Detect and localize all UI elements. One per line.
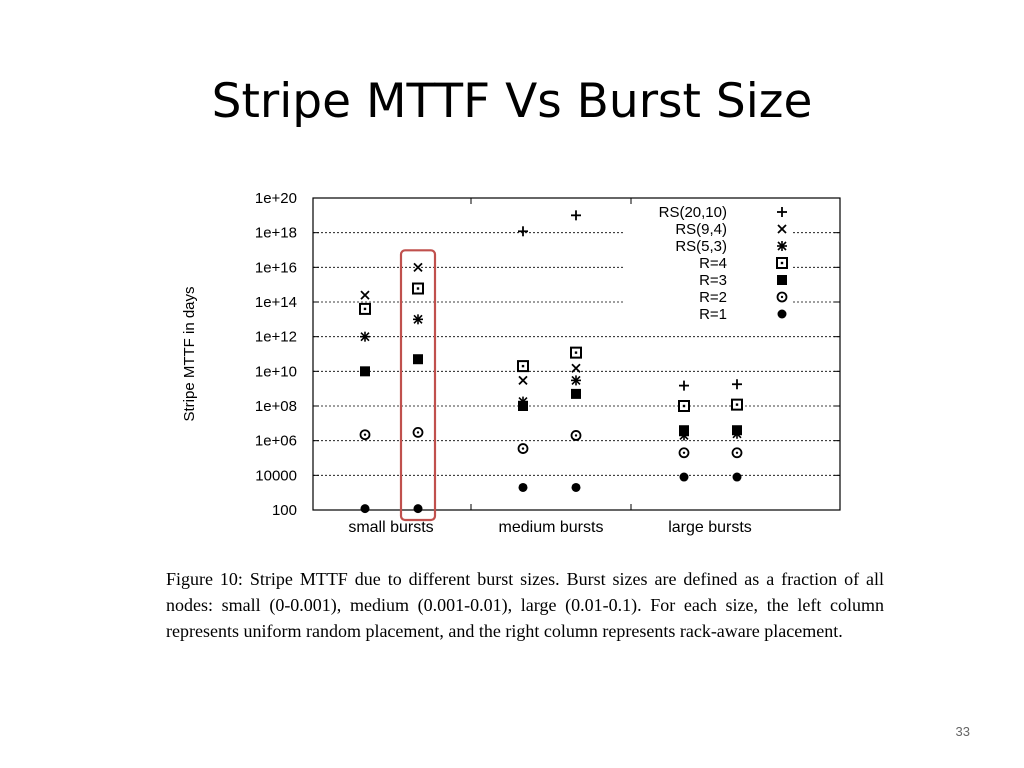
y-tick-label: 1e+08 — [255, 398, 297, 415]
highlight-box — [399, 249, 437, 522]
legend-marker — [777, 275, 787, 285]
data-point — [413, 262, 423, 272]
data-point — [360, 504, 370, 514]
mttf-chart: 100 10000 1e+06 1e+08 1e+10 1e+12 1e+14 1e+16 1e… — [181, 190, 841, 536]
data-point — [732, 472, 742, 482]
x-category-label: small bursts — [348, 519, 433, 536]
legend-marker — [777, 309, 787, 319]
y-axis-label: Stripe MTTF in days — [181, 286, 198, 421]
legend-label: R=4 — [699, 255, 727, 272]
data-point — [570, 346, 582, 359]
y-tick-label: 1e+16 — [255, 259, 297, 276]
data-point — [678, 447, 690, 459]
figure-caption: Figure 10: Stripe MTTF due to different … — [166, 566, 884, 644]
y-tick-label: 100 — [272, 502, 297, 519]
y-tick-label: 1e+10 — [255, 363, 297, 380]
data-point — [678, 400, 690, 412]
data-point — [732, 425, 742, 436]
data-point — [412, 282, 424, 295]
legend-label: RS(20,10) — [659, 204, 727, 221]
caption-line: represents uniform random placement, and… — [166, 621, 598, 641]
data-point — [413, 504, 423, 514]
data-point — [571, 375, 581, 386]
data-point — [360, 366, 370, 377]
data-point — [570, 430, 582, 441]
legend-marker — [776, 291, 788, 303]
data-point — [679, 472, 689, 482]
y-tick-label: 1e+12 — [255, 329, 297, 346]
y-tick-label: 1e+14 — [255, 294, 297, 311]
y-tick-label: 1e+06 — [255, 433, 297, 450]
data-point — [571, 363, 581, 373]
slide-number: 33 — [955, 724, 970, 739]
data-point — [518, 226, 528, 237]
x-category-label: medium bursts — [499, 519, 604, 536]
data-point — [517, 443, 529, 454]
caption-line: (0.001-0.01), large (0.01-0.1). For each… — [417, 595, 885, 615]
data-point — [413, 314, 423, 325]
data-point — [518, 375, 528, 386]
data-point — [359, 302, 371, 315]
data-point — [413, 354, 423, 365]
legend-label: R=1 — [699, 306, 727, 323]
data-point — [360, 290, 370, 300]
data-point — [679, 380, 689, 391]
legend-marker — [777, 241, 787, 251]
data-point — [360, 331, 370, 342]
x-category-label: large bursts — [668, 519, 752, 536]
data-point — [518, 482, 528, 492]
caption-line: represents rack-aware placement. — [602, 621, 843, 641]
data-point — [732, 379, 742, 390]
legend-label: RS(5,3) — [675, 238, 727, 255]
data-point — [518, 401, 528, 411]
caption-line: are defined as a fraction of all nodes: … — [166, 569, 884, 615]
data-point — [412, 426, 424, 438]
data-point — [679, 425, 689, 436]
legend-label: R=2 — [699, 289, 727, 306]
y-tick-label: 1e+20 — [255, 190, 297, 207]
legend-marker — [777, 224, 787, 234]
data-point — [571, 388, 581, 399]
plot-frame — [312, 197, 841, 511]
y-tick-label: 10000 — [255, 467, 297, 484]
data-point — [731, 398, 743, 411]
data-point — [517, 360, 529, 373]
legend-label: RS(9,4) — [675, 221, 727, 238]
legend-marker — [776, 257, 788, 269]
legend-label: R=3 — [699, 272, 727, 289]
legend — [623, 202, 791, 325]
data-point — [571, 210, 581, 221]
legend-marker — [777, 207, 787, 217]
slide-title: Stripe MTTF Vs Burst Size — [211, 74, 813, 129]
data-point — [571, 482, 581, 492]
y-tick-label: 1e+18 — [255, 225, 297, 242]
data-point — [731, 447, 743, 459]
data-point — [359, 429, 371, 441]
caption-line: Figure 10: Stripe MTTF due to different … — [166, 569, 648, 589]
